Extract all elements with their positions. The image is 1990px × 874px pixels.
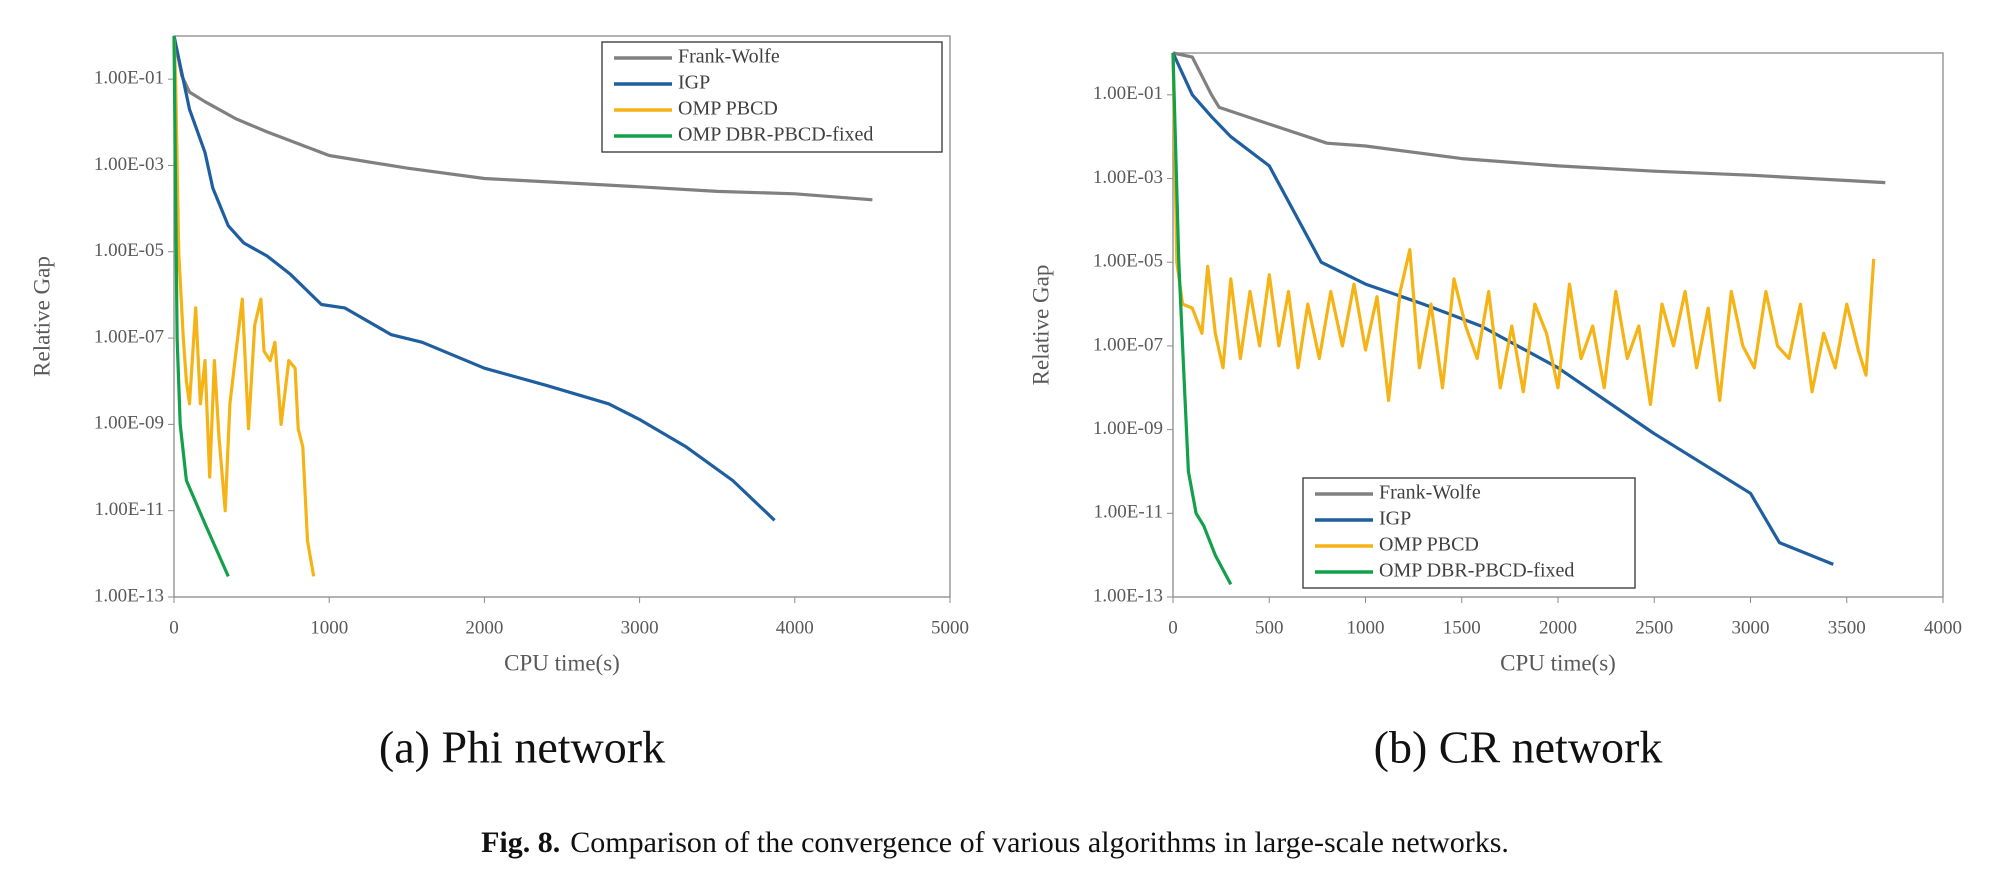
legend-label: OMP DBR-PBCD-fixed: [1379, 560, 1574, 582]
legend-label: OMP DBR-PBCD-fixed: [678, 124, 873, 146]
y-tick-label: 1.00E-09: [1093, 418, 1163, 439]
y-axis-label: Relative Gap: [29, 256, 54, 377]
legend-box: [601, 41, 943, 153]
x-tick-label: 3000: [1732, 617, 1770, 638]
y-tick-label: 1.00E-11: [1094, 502, 1163, 523]
y-tick-label: 1.00E-09: [94, 413, 164, 434]
series-line: [1171, 52, 1834, 566]
x-tick-label: 3500: [1828, 617, 1866, 638]
plot-frame: [173, 35, 951, 598]
caption-text: Comparison of the convergence of various…: [570, 826, 1509, 859]
legend-label: Frank-Wolfe: [1379, 482, 1481, 504]
series-line: [172, 35, 230, 578]
y-tick-label: 1.00E-07: [94, 326, 164, 347]
y-tick-label: 1.00E-01: [94, 68, 164, 89]
x-tick-label: 4000: [1924, 617, 1962, 638]
x-tick-label: 2500: [1635, 617, 1673, 638]
x-tick-label: 0: [169, 617, 179, 638]
legend-label: OMP PBCD: [1379, 534, 1479, 556]
legend: Frank-Wolfe IGP OMP PBCD OMP DBR-PBCD-fixed: [1302, 477, 1636, 589]
series-line: [172, 35, 316, 577]
x-tick-label: 1000: [1347, 617, 1385, 638]
y-tick-label: 1.00E-05: [94, 240, 164, 261]
legend-label: IGP: [678, 72, 710, 94]
series-line: [172, 35, 776, 522]
subtitle: (a) Phi network: [379, 722, 665, 773]
y-tick-label: 1.00E-13: [1093, 585, 1163, 606]
legend-label: IGP: [1379, 508, 1411, 530]
x-tick-label: 1000: [310, 617, 348, 638]
x-axis-label: CPU time(s): [504, 650, 620, 675]
y-tick-label: 1.00E-01: [1093, 83, 1163, 104]
series-line: [172, 35, 873, 202]
figure-caption: Fig. 8. Comparison of the convergence of …: [481, 826, 1509, 859]
y-tick-label: 1.00E-07: [1093, 334, 1163, 355]
series-line: [1171, 52, 1233, 586]
legend-label: Frank-Wolfe: [678, 46, 780, 68]
y-tick-label: 1.00E-03: [1093, 167, 1163, 188]
legend: Frank-Wolfe IGP OMP PBCD OMP DBR-PBCD-fixed: [601, 41, 943, 153]
x-axis-label: CPU time(s): [1500, 650, 1616, 675]
x-tick-label: 1500: [1443, 617, 1481, 638]
x-tick-label: 0: [1168, 617, 1178, 638]
y-tick-label: 1.00E-03: [94, 154, 164, 175]
y-axis-label: Relative Gap: [1028, 265, 1053, 386]
x-tick-label: 2000: [465, 617, 503, 638]
y-tick-label: 1.00E-13: [94, 585, 164, 606]
series-line: [1171, 52, 1876, 406]
x-tick-label: 2000: [1539, 617, 1577, 638]
caption-label: Fig. 8.: [481, 826, 560, 859]
y-tick-label: 1.00E-11: [95, 499, 164, 520]
x-tick-label: 3000: [621, 617, 659, 638]
y-tick-label: 1.00E-05: [1093, 251, 1163, 272]
legend-box: [1302, 477, 1636, 589]
x-tick-label: 5000: [931, 617, 969, 638]
x-tick-label: 500: [1255, 617, 1284, 638]
legend-label: OMP PBCD: [678, 98, 778, 120]
x-tick-label: 4000: [776, 617, 814, 638]
subtitle: (b) CR network: [1374, 722, 1663, 773]
series-line: [1172, 51, 1886, 185]
